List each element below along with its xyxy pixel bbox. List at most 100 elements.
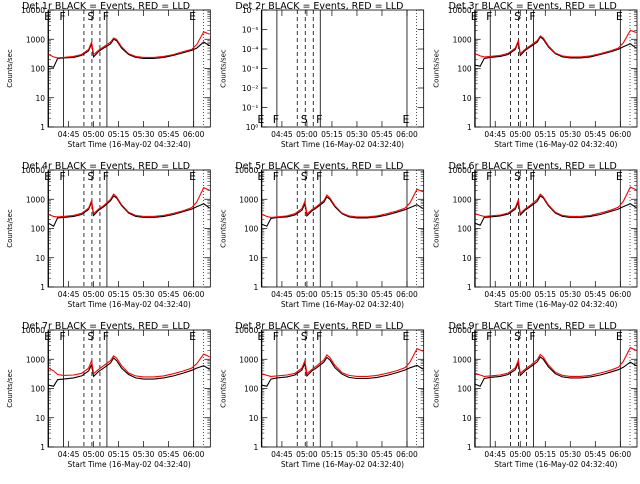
x-tick-label: 05:45: [371, 130, 393, 139]
x-tick-label: 06:00: [183, 130, 205, 139]
event-marker-label: F: [273, 170, 279, 183]
y-tick-label: 10⁰: [246, 123, 259, 132]
y-tick-label: 10: [249, 414, 259, 423]
x-tick-label: 05:45: [158, 450, 180, 459]
x-tick-label: 04:45: [58, 290, 80, 299]
y-tick-label: 10: [462, 94, 472, 103]
event-marker-label: F: [486, 170, 492, 183]
y-tick-label: 1: [40, 443, 45, 452]
x-tick-label: 04:45: [58, 130, 80, 139]
lld-series-line: [48, 31, 210, 59]
y-tick-label: 1000: [26, 195, 45, 204]
y-axis-label: Counts/sec: [433, 49, 441, 88]
event-marker-label: E: [44, 330, 51, 343]
panel-title: Det 2r BLACK = Events, RED = LLD: [235, 1, 403, 12]
x-tick-label: 05:30: [346, 450, 368, 459]
plot-frame: [474, 169, 638, 288]
x-tick-label: 04:45: [484, 130, 506, 139]
y-tick-label: 1000: [453, 195, 472, 204]
x-tick-label: 05:15: [534, 130, 556, 139]
y-tick-label: 1: [467, 443, 472, 452]
detector-panel-9: Det 9r BLACK = Events, RED = LLD 1 10 100 10…: [433, 321, 638, 469]
detector-panel-3: Det 3r BLACK = Events, RED = LLD 1 10 100 10…: [433, 1, 638, 149]
event-marker-label: F: [316, 113, 322, 126]
detector-panel-1: Det 1r BLACK = Events, RED = LLD 1 10 100 10…: [6, 1, 211, 149]
event-marker-label: E: [257, 170, 264, 183]
detector-panel-7: Det 7r BLACK = Events, RED = LLD 1 10 100 10…: [6, 321, 211, 469]
x-tick-label: 05:45: [584, 450, 606, 459]
y-axis-label: Counts/sec: [433, 209, 441, 248]
event-marker-label: F: [103, 170, 109, 183]
event-marker-label: F: [316, 330, 322, 343]
y-tick-label: 10000: [448, 326, 472, 335]
y-tick-label: 100: [457, 65, 472, 74]
x-tick-label: 05:45: [158, 290, 180, 299]
event-marker-label: F: [529, 170, 535, 183]
event-marker-label: F: [486, 10, 492, 23]
plot-frame: [260, 9, 425, 128]
x-tick-label: 04:45: [484, 450, 506, 459]
lld-series-line: [261, 188, 424, 218]
y-tick-label: 10⁻⁶: [242, 6, 259, 15]
y-tick-label: 1: [254, 283, 259, 292]
y-tick-label: 1: [467, 283, 472, 292]
events-series-line: [475, 36, 637, 67]
plot-frame: [260, 169, 425, 288]
events-series-line: [48, 357, 210, 387]
x-tick-label: 06:00: [396, 290, 418, 299]
y-tick-label: 1000: [239, 195, 258, 204]
y-tick-label: 1: [467, 123, 472, 132]
detector-panel-5: Det 5r BLACK = Events, RED = LLD 1 10 100 10…: [219, 161, 425, 309]
events-series-line: [261, 196, 424, 227]
y-tick-label: 10000: [234, 166, 258, 175]
x-axis-label: Start Time (16-May-02 04:32:40): [68, 460, 191, 469]
detector-panel-8: Det 8r BLACK = Events, RED = LLD 1 10 100 10…: [219, 321, 425, 469]
event-marker-label: E: [616, 10, 623, 23]
x-tick-label: 05:15: [534, 450, 556, 459]
y-tick-label: 10000: [448, 6, 472, 15]
y-tick-label: 100: [457, 225, 472, 234]
y-tick-label: 10000: [21, 166, 45, 175]
event-marker-label: E: [257, 113, 264, 126]
x-tick-label: 04:45: [271, 450, 293, 459]
plot-frame: [260, 329, 425, 448]
panel-title: Det 1r BLACK = Events, RED = LLD: [22, 1, 190, 12]
event-marker-label: F: [529, 330, 535, 343]
event-marker-label: F: [273, 113, 279, 126]
detector-panel-4: Det 4r BLACK = Events, RED = LLD 1 10 100 10…: [6, 161, 211, 309]
x-axis-label: Start Time (16-May-02 04:32:40): [68, 140, 191, 149]
y-tick-label: 100: [244, 385, 259, 394]
y-tick-label: 10⁻²: [242, 84, 259, 93]
x-tick-label: 06:00: [610, 130, 632, 139]
y-tick-label: 1: [254, 443, 259, 452]
lld-series-line: [48, 353, 210, 378]
x-tick-label: 04:45: [484, 290, 506, 299]
x-tick-label: 06:00: [183, 450, 205, 459]
y-tick-label: 10000: [21, 326, 45, 335]
y-tick-label: 1000: [26, 355, 45, 364]
panel-title: Det 6r BLACK = Events, RED = LLD: [449, 161, 617, 172]
event-marker-label: F: [59, 170, 65, 183]
x-tick-label: 05:00: [296, 450, 318, 459]
plot-frame: [47, 329, 211, 448]
x-tick-label: 06:00: [396, 130, 418, 139]
panel-title: Det 8r BLACK = Events, RED = LLD: [235, 321, 403, 332]
x-tick-label: 05:15: [534, 290, 556, 299]
event-marker-label: E: [189, 10, 196, 23]
x-tick-label: 05:45: [584, 130, 606, 139]
y-tick-label: 1000: [453, 355, 472, 364]
event-marker-label: S: [514, 10, 521, 23]
x-axis-label: Start Time (16-May-02 04:32:40): [494, 140, 617, 149]
x-tick-label: 05:30: [133, 450, 155, 459]
x-tick-label: 05:30: [559, 450, 581, 459]
y-axis-label: Counts/sec: [219, 49, 227, 88]
event-marker-label: S: [514, 330, 521, 343]
detector-panel-6: Det 6r BLACK = Events, RED = LLD 1 10 100 10…: [433, 161, 638, 309]
y-axis-label: Counts/sec: [219, 369, 227, 408]
x-tick-label: 05:45: [371, 450, 393, 459]
event-marker-label: S: [301, 113, 308, 126]
event-marker-label: E: [189, 170, 196, 183]
y-tick-label: 100: [457, 385, 472, 394]
y-tick-label: 100: [31, 225, 46, 234]
x-tick-label: 05:15: [108, 450, 130, 459]
